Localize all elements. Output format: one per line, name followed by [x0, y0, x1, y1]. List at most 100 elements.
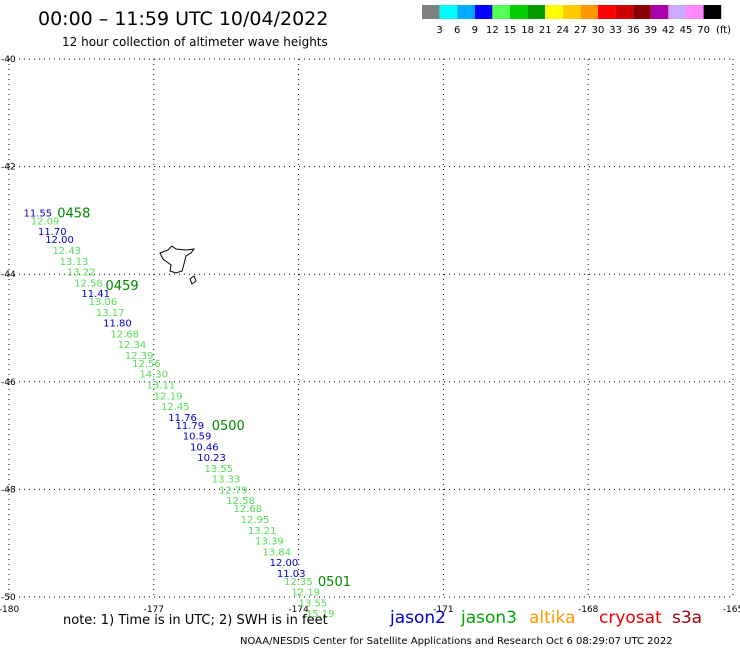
- wave-height-value: 11.41: [81, 289, 110, 300]
- color-swatch: [686, 5, 704, 19]
- pass-time-label: 0459: [106, 279, 139, 294]
- color-swatch: [668, 5, 686, 19]
- y-tick-label: -46: [1, 378, 16, 388]
- color-swatch: [633, 5, 651, 19]
- wave-height-value: 12.95: [241, 515, 270, 526]
- color-swatch: [615, 5, 634, 19]
- satellite-legend-entry: jason2: [389, 608, 446, 628]
- color-swatch: [703, 5, 722, 19]
- wave-height-value: 10.59: [183, 432, 212, 443]
- color-scale-bar: 3 6 9 12 15 18 21 24 27 30 33 36 39 42 45 70: [422, 5, 722, 36]
- color-swatch: [457, 5, 475, 19]
- wave-height-value: 12.56: [132, 359, 161, 370]
- wave-height-value: 13.55: [299, 598, 328, 609]
- wave-height-value: 12.35: [284, 577, 313, 588]
- x-tick-label: -168: [578, 605, 599, 615]
- wave-height-value: 14.30: [139, 370, 168, 381]
- y-tick-label: -50: [1, 593, 16, 603]
- pass-time-label: 0500: [212, 419, 245, 434]
- island-coastline: [159, 245, 197, 285]
- wave-height-value: 13.17: [96, 308, 125, 319]
- satellite-legend-entry: jason3: [460, 608, 517, 628]
- color-scale-tick: 30: [592, 25, 605, 36]
- wave-height-value: 13.13: [60, 257, 89, 268]
- color-swatch: [562, 5, 581, 19]
- color-scale-unit: (ft): [716, 25, 731, 36]
- x-tick-label: -171: [433, 605, 453, 615]
- chatham-islands-outline: [159, 245, 196, 274]
- wave-height-value: 11.03: [277, 569, 306, 580]
- color-scale-tick: 12: [486, 25, 499, 36]
- wave-height-value: 12.19: [154, 391, 183, 402]
- chart-title: 00:00 – 11:59 UTC 10/04/2022: [38, 8, 328, 30]
- wave-height-value: 12.79: [219, 485, 248, 496]
- wave-height-value: 13.06: [89, 297, 118, 308]
- wave-height-value: 12.00: [270, 558, 299, 569]
- wave-height-value: 12.68: [110, 329, 139, 340]
- color-scale-tick: 18: [521, 25, 534, 36]
- wave-height-value: 13.11: [147, 380, 176, 391]
- wave-height-value: 12.09: [31, 216, 60, 227]
- color-scale-tick: 33: [609, 25, 622, 36]
- wave-height-value: 12.58: [226, 496, 255, 507]
- color-swatch: [510, 5, 528, 19]
- color-scale-tick: 27: [574, 25, 587, 36]
- color-scale-tick: 39: [644, 25, 657, 36]
- x-tick-label: -165: [723, 605, 740, 615]
- wave-height-value: 13.39: [255, 537, 284, 548]
- satellite-legend-entry: altika: [529, 608, 576, 628]
- chart-subtitle: 12 hour collection of altimeter wave hei…: [62, 35, 328, 49]
- wave-height-labels: 11.5512.0911.7012.0012.4313.1313.2212.58…: [23, 208, 334, 620]
- color-swatch: [598, 5, 616, 19]
- wave-height-value: 12.43: [52, 246, 81, 257]
- color-scale-tick: 36: [627, 25, 640, 36]
- wave-height-value: 12.45: [161, 402, 190, 413]
- wave-height-value: 12.58: [74, 278, 103, 289]
- color-swatch: [439, 5, 458, 19]
- color-swatch: [545, 5, 563, 19]
- wave-height-value: 13.21: [248, 526, 277, 537]
- color-scale-tick: 70: [697, 25, 710, 36]
- color-scale-tick: 3: [436, 25, 442, 36]
- color-swatch: [422, 5, 440, 19]
- wave-height-value: 11.55: [23, 208, 52, 219]
- wave-height-value: 12.00: [45, 235, 74, 246]
- color-scale-tick: 45: [680, 25, 693, 36]
- wave-height-value: 13.22: [67, 268, 96, 279]
- plot-grid: -180 -177 -174 -171 -168 -165 -40 -42 -44 -46 -48 -…: [0, 55, 740, 615]
- color-scale-tick: 42: [662, 25, 675, 36]
- wave-height-value: 13.84: [262, 547, 291, 558]
- color-scale-tick: 6: [454, 25, 460, 36]
- satellite-legend-entry: cryosat: [599, 608, 662, 628]
- wave-height-value: 10.46: [190, 442, 219, 453]
- x-tick-label: -174: [288, 605, 309, 615]
- y-tick-label: -48: [1, 485, 16, 495]
- color-swatch: [527, 5, 546, 19]
- wave-height-value: 11.70: [38, 227, 67, 238]
- wave-height-value: 12.68: [233, 504, 262, 515]
- y-tick-label: -40: [1, 55, 16, 65]
- wave-height-value: 11.80: [103, 319, 132, 330]
- color-swatch: [492, 5, 510, 19]
- color-scale-tick: 15: [504, 25, 517, 36]
- footer-note: note: 1) Time is in UTC; 2) SWH is in fe…: [63, 613, 328, 628]
- pass-time-label: 0501: [318, 575, 351, 590]
- satellite-legend-entry: s3a: [672, 608, 702, 628]
- pass-time-label: 0458: [57, 206, 90, 221]
- color-swatch: [650, 5, 669, 19]
- color-swatch: [474, 5, 493, 19]
- color-scale-tick: 9: [472, 25, 478, 36]
- wave-height-value: 11.76: [168, 413, 197, 424]
- y-tick-label: -44: [1, 270, 16, 280]
- wave-height-value: 12.34: [118, 340, 147, 351]
- y-tick-label: -42: [1, 163, 16, 173]
- footer-credit: NOAA/NESDIS Center for Satellite Applica…: [240, 636, 673, 647]
- wave-height-value: 11.79: [176, 421, 205, 432]
- color-swatch: [580, 5, 598, 19]
- x-tick-label: -177: [144, 605, 164, 615]
- color-scale-tick: 24: [556, 25, 569, 36]
- wave-height-value: 10.23: [197, 453, 226, 464]
- wave-height-value: 15.19: [306, 609, 335, 620]
